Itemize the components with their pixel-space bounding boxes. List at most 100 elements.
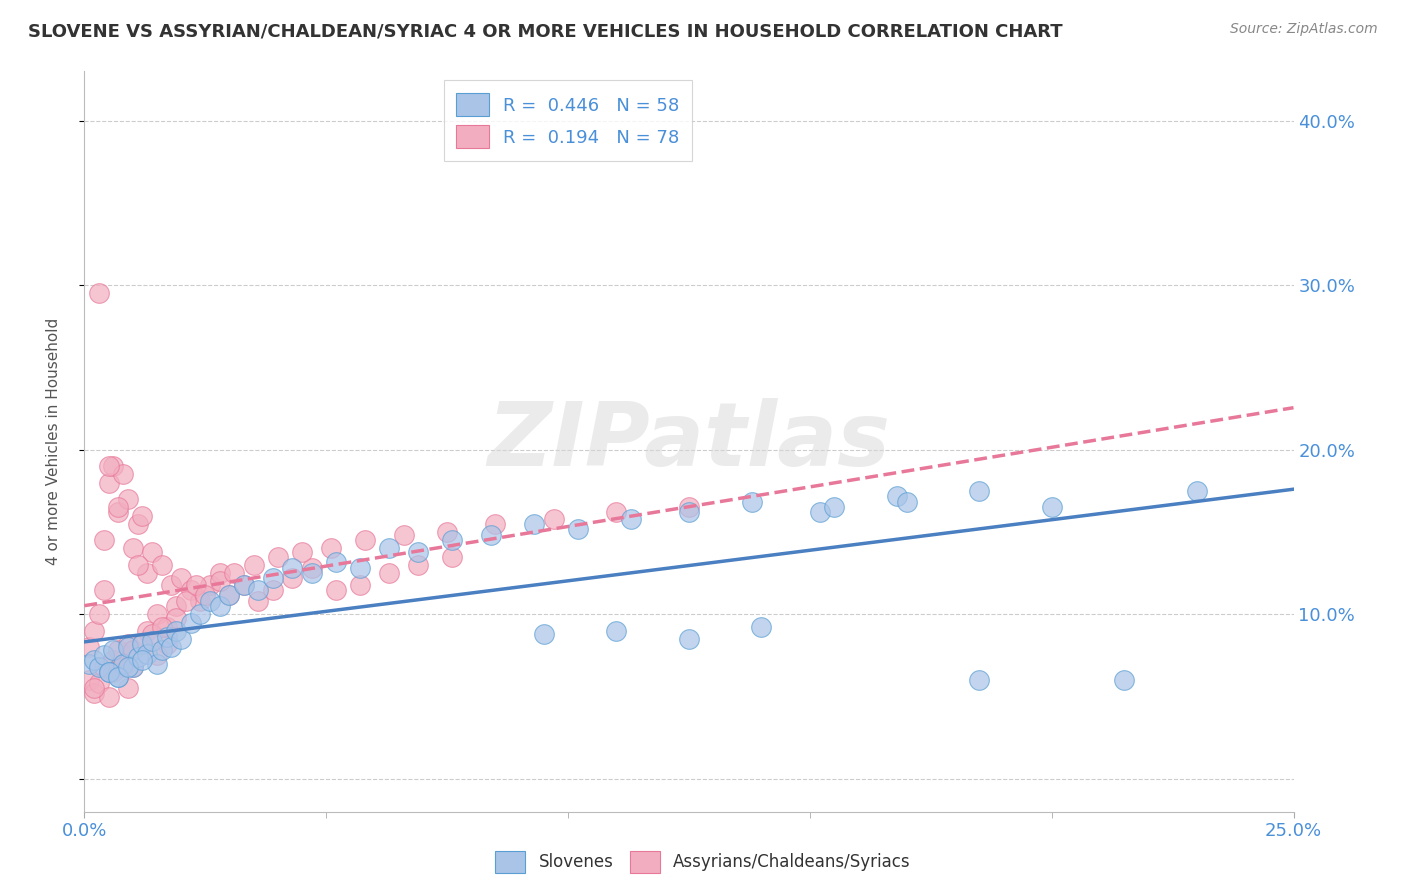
- Point: [107, 670, 129, 684]
- Point: [160, 640, 183, 655]
- Point: [291, 545, 314, 559]
- Y-axis label: 4 or more Vehicles in Household: 4 or more Vehicles in Household: [46, 318, 60, 566]
- Point: [150, 620, 173, 634]
- Legend: R =  0.446   N = 58, R =  0.194   N = 78: R = 0.446 N = 58, R = 0.194 N = 78: [444, 80, 692, 161]
- Point: [141, 627, 163, 641]
- Point: [117, 637, 139, 651]
- Point: [523, 516, 546, 531]
- Point: [150, 558, 173, 572]
- Point: [127, 558, 149, 572]
- Point: [479, 528, 502, 542]
- Point: [543, 512, 565, 526]
- Point: [146, 648, 169, 663]
- Point: [136, 647, 159, 661]
- Point: [967, 673, 990, 687]
- Point: [103, 665, 125, 679]
- Point: [218, 588, 240, 602]
- Text: SLOVENE VS ASSYRIAN/CHALDEAN/SYRIAC 4 OR MORE VEHICLES IN HOUSEHOLD CORRELATION : SLOVENE VS ASSYRIAN/CHALDEAN/SYRIAC 4 OR…: [28, 22, 1063, 40]
- Point: [136, 624, 159, 638]
- Text: Source: ZipAtlas.com: Source: ZipAtlas.com: [1230, 22, 1378, 37]
- Point: [678, 632, 700, 646]
- Point: [87, 676, 110, 690]
- Point: [678, 505, 700, 519]
- Point: [83, 686, 105, 700]
- Point: [325, 555, 347, 569]
- Point: [823, 500, 845, 515]
- Point: [103, 653, 125, 667]
- Point: [131, 637, 153, 651]
- Text: ZIPatlas: ZIPatlas: [488, 398, 890, 485]
- Point: [319, 541, 342, 556]
- Point: [77, 673, 100, 687]
- Point: [97, 665, 120, 679]
- Point: [267, 549, 290, 564]
- Point: [77, 657, 100, 671]
- Point: [174, 594, 197, 608]
- Point: [121, 541, 143, 556]
- Point: [247, 594, 270, 608]
- Point: [107, 643, 129, 657]
- Point: [131, 653, 153, 667]
- Point: [436, 524, 458, 539]
- Point: [121, 643, 143, 657]
- Point: [107, 670, 129, 684]
- Point: [1114, 673, 1136, 687]
- Point: [620, 512, 643, 526]
- Point: [967, 483, 990, 498]
- Point: [184, 577, 207, 591]
- Point: [131, 508, 153, 523]
- Point: [233, 577, 256, 591]
- Point: [117, 492, 139, 507]
- Point: [262, 582, 284, 597]
- Point: [112, 467, 135, 482]
- Point: [198, 594, 221, 608]
- Point: [141, 545, 163, 559]
- Point: [127, 516, 149, 531]
- Point: [301, 566, 323, 581]
- Point: [392, 528, 415, 542]
- Point: [180, 615, 202, 630]
- Point: [103, 459, 125, 474]
- Point: [93, 582, 115, 597]
- Point: [349, 577, 371, 591]
- Point: [190, 607, 212, 622]
- Point: [107, 505, 129, 519]
- Point: [83, 653, 105, 667]
- Point: [83, 681, 105, 696]
- Point: [170, 632, 193, 646]
- Point: [77, 640, 100, 655]
- Point: [533, 627, 555, 641]
- Point: [378, 566, 401, 581]
- Point: [93, 533, 115, 548]
- Point: [208, 599, 231, 613]
- Point: [87, 607, 110, 622]
- Point: [194, 588, 217, 602]
- Point: [155, 630, 177, 644]
- Legend: Slovenes, Assyrians/Chaldeans/Syriacs: Slovenes, Assyrians/Chaldeans/Syriacs: [488, 845, 918, 880]
- Point: [281, 561, 304, 575]
- Point: [325, 582, 347, 597]
- Point: [180, 582, 202, 597]
- Point: [678, 500, 700, 515]
- Point: [440, 549, 463, 564]
- Point: [155, 620, 177, 634]
- Point: [165, 610, 187, 624]
- Point: [150, 643, 173, 657]
- Point: [218, 588, 240, 602]
- Point: [751, 620, 773, 634]
- Point: [93, 648, 115, 663]
- Point: [121, 660, 143, 674]
- Point: [484, 516, 506, 531]
- Point: [131, 637, 153, 651]
- Point: [87, 286, 110, 301]
- Point: [165, 599, 187, 613]
- Point: [349, 561, 371, 575]
- Point: [190, 594, 212, 608]
- Point: [103, 643, 125, 657]
- Point: [208, 574, 231, 589]
- Point: [97, 665, 120, 679]
- Point: [886, 489, 908, 503]
- Point: [224, 566, 246, 581]
- Point: [112, 657, 135, 671]
- Point: [93, 660, 115, 674]
